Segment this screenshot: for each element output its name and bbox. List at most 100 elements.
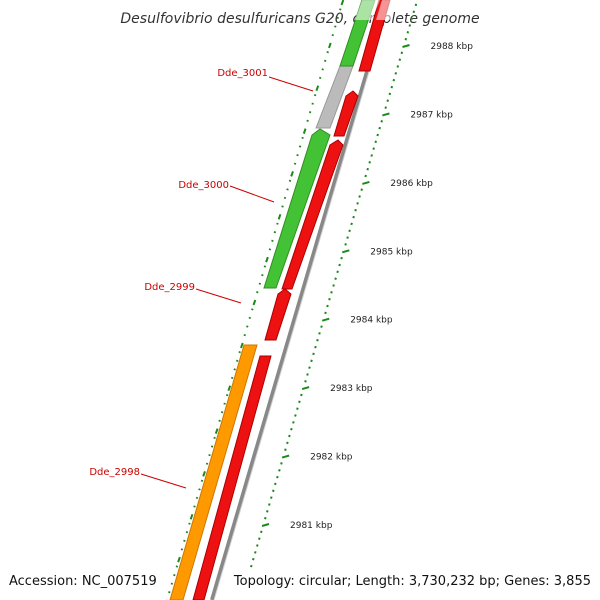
inner-track-dot	[168, 591, 171, 594]
scale-tick-label: 2982 kbp	[310, 453, 353, 463]
scale-minor-tick	[280, 462, 283, 465]
genome-summary-text: Topology: circular; Length: 3,730,232 bp…	[233, 574, 591, 589]
gene-dde-3001-leader	[268, 76, 314, 92]
scale-minor-tick	[396, 65, 400, 68]
gene-dde-2998-box[interactable]	[169, 344, 258, 600]
inner-track-dot	[198, 488, 201, 491]
scale-minor-tick	[288, 434, 291, 438]
inner-track-dot	[208, 454, 211, 457]
scale-minor-tick	[344, 243, 347, 246]
red-gene-arrow-3[interactable]	[281, 139, 344, 290]
inner-track-dot	[334, 25, 337, 28]
inner-track-dot	[286, 188, 289, 191]
scale-minor-tick	[328, 297, 331, 301]
scale-tick-label: 2985 kbp	[370, 247, 413, 257]
inner-track-dot	[258, 282, 262, 285]
gene-dde-2999-label[interactable]: Dde_2999	[144, 282, 195, 293]
inner-track-dot	[223, 402, 226, 405]
inner-track-dot	[185, 531, 189, 534]
scale-minor-tick	[268, 503, 271, 506]
scale-minor-tick	[356, 202, 359, 205]
inner-track-dot	[235, 359, 239, 362]
gene-dde-2998-leader	[140, 473, 187, 489]
inner-track-dot	[200, 479, 204, 482]
inner-track-tick	[227, 385, 232, 392]
scale-minor-tick	[372, 147, 375, 150]
gene-dde-2998-label[interactable]: Dde_2998	[89, 467, 140, 478]
inner-track-tick	[265, 256, 269, 263]
scale-minor-tick	[412, 10, 416, 14]
scale-minor-tick	[338, 263, 341, 267]
red-gene-fade	[376, 0, 396, 20]
scale-minor-tick	[378, 126, 381, 130]
scale-minor-tick	[308, 366, 311, 369]
inner-track-dot	[175, 565, 179, 568]
scale-minor-tick	[346, 236, 349, 239]
scale-minor-tick	[304, 380, 307, 383]
scale-major-tick	[362, 180, 370, 185]
scale-minor-tick	[336, 270, 339, 274]
gene-dde-3000-box[interactable]	[263, 128, 331, 289]
inner-track-tick	[189, 513, 194, 520]
scale-tick-label: 2983 kbp	[330, 384, 373, 394]
genome-backbone	[210, 0, 390, 600]
scale-minor-tick	[318, 332, 321, 335]
scale-minor-tick	[314, 345, 317, 349]
scale-minor-tick	[386, 99, 389, 102]
inner-track-dot	[271, 239, 274, 242]
scale-minor-tick	[306, 373, 309, 376]
scale-major-tick	[281, 454, 290, 459]
scale-minor-tick	[392, 78, 396, 82]
scale-minor-tick	[284, 448, 287, 451]
inner-track-dot	[323, 59, 327, 62]
scale-minor-tick	[352, 215, 355, 219]
scale-minor-tick	[252, 557, 255, 561]
scale-minor-tick	[370, 154, 373, 157]
scale-tick-label: 2981 kbp	[290, 521, 333, 531]
gene-dde-3001-label[interactable]: Dde_3001	[217, 68, 268, 79]
scale-minor-tick	[272, 489, 275, 493]
inner-track-dot	[306, 119, 309, 122]
inner-track-dot	[283, 196, 287, 200]
inner-track-dot	[230, 376, 234, 380]
scale-minor-tick	[400, 51, 404, 55]
scale-minor-tick	[374, 140, 377, 144]
scale-minor-tick	[258, 537, 261, 540]
inner-track-dot	[293, 162, 297, 165]
feature-track-dots	[166, 0, 345, 600]
scale-minor-tick	[294, 414, 297, 417]
scale-minor-tick	[366, 167, 369, 171]
gene-dde-3000-leader	[229, 185, 275, 203]
genome-backbone-highlight	[213, 0, 391, 600]
scale-minor-tick	[390, 85, 394, 89]
red-gene-arrow-2[interactable]	[264, 288, 292, 341]
scale-minor-tick	[320, 325, 323, 328]
inner-track-dot	[210, 445, 214, 448]
inner-track-dot	[288, 179, 292, 182]
scale-minor-tick	[264, 516, 267, 520]
scale-minor-tick	[388, 92, 392, 96]
kbp-scale: 2981 kbp 2982 kbp 2983 kbp 2984 kbp 2985 kbp…	[250, 3, 473, 568]
scale-minor-tick	[250, 564, 253, 568]
inner-track-dot	[331, 34, 334, 37]
red-gene-arrow-1[interactable]	[192, 355, 272, 600]
inner-track-tick	[277, 213, 282, 220]
gene-dde-2999-leader	[195, 288, 242, 304]
scale-major-tick	[261, 523, 270, 527]
gene-dde-3000-label[interactable]: Dde_3000	[178, 180, 229, 191]
scale-minor-tick	[270, 496, 273, 499]
scale-minor-tick	[260, 530, 263, 534]
scale-minor-tick	[364, 174, 367, 178]
scale-major-tick	[402, 44, 410, 48]
inner-track-dot	[339, 8, 342, 11]
scale-minor-tick	[340, 256, 343, 260]
inner-track-dot	[273, 231, 277, 234]
scale-minor-tick	[292, 421, 295, 424]
inner-track-dot	[193, 505, 196, 508]
scale-minor-tick	[334, 277, 337, 280]
scale-tick-label: 2984 kbp	[350, 316, 393, 326]
scale-tick-label: 2986 kbp	[390, 179, 433, 189]
red-gene-arrow-4[interactable]	[333, 90, 359, 137]
inner-track-dot	[261, 274, 264, 277]
